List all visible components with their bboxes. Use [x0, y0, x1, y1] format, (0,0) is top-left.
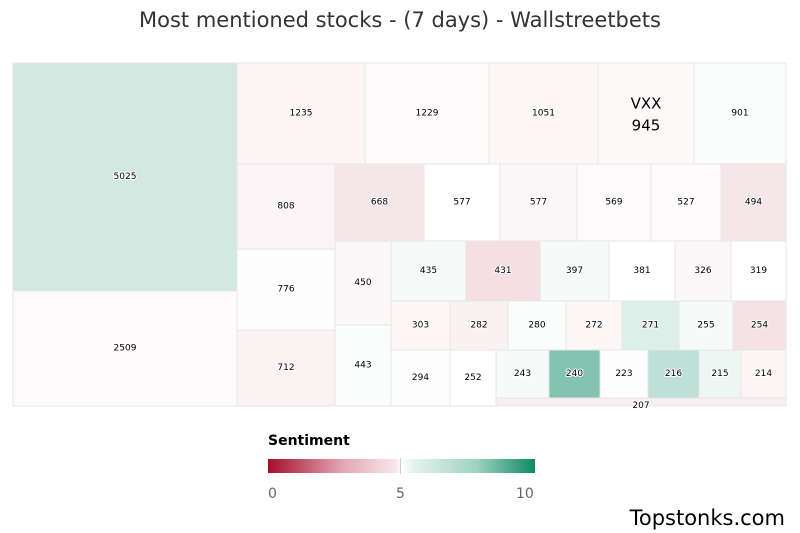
- legend-title: Sentiment: [268, 433, 350, 449]
- treemap-label-value-3: 1229: [416, 109, 439, 119]
- brand-watermark: Topstonks.com: [630, 506, 785, 530]
- treemap-label-value-39: 207: [632, 401, 649, 411]
- treemap-label-value-15: 450: [354, 278, 371, 288]
- legend-color-bar: [268, 459, 535, 473]
- treemap-label-value-33: 243: [514, 369, 531, 379]
- treemap-cell-5[interactable]: [598, 63, 694, 164]
- treemap-label-value-19: 381: [633, 266, 650, 276]
- treemap-label-value-16: 435: [420, 266, 437, 276]
- treemap-label-value-34: 240: [566, 369, 583, 379]
- legend-tick-0: 0: [268, 486, 277, 502]
- treemap-label-value-10: 577: [530, 198, 547, 208]
- treemap-label-value-30: 254: [751, 321, 768, 331]
- treemap-label-value-7: 808: [277, 202, 294, 212]
- treemap-label-value-0: 5025: [114, 172, 137, 182]
- legend-tick-10: 10: [516, 486, 534, 502]
- treemap-label-value-6: 901: [731, 109, 748, 119]
- treemap-label-value-29: 255: [697, 321, 714, 331]
- treemap-label-value-36: 216: [665, 369, 682, 379]
- treemap-label-value-37: 215: [711, 369, 728, 379]
- treemap-label-value-17: 431: [494, 266, 511, 276]
- treemap-label-value-22: 712: [277, 363, 294, 373]
- treemap-label-value-13: 494: [745, 198, 762, 208]
- treemap-label-value-9: 577: [453, 198, 470, 208]
- treemap-label-value-27: 272: [585, 321, 602, 331]
- treemap-label-value-11: 569: [605, 198, 622, 208]
- treemap-label-value-20: 326: [694, 266, 711, 276]
- treemap-label-value-2: 1235: [290, 109, 313, 119]
- treemap-label-value-12: 527: [677, 198, 694, 208]
- legend-midpoint-marker: [400, 458, 401, 474]
- treemap-label-value-28: 271: [642, 321, 659, 331]
- treemap-label-value-18: 397: [566, 266, 583, 276]
- treemap-label-value-4: 1051: [532, 109, 555, 119]
- treemap-label-value-23: 443: [354, 361, 371, 371]
- treemap-label-value-24: 303: [412, 321, 429, 331]
- treemap-label-ticker-5: VXX: [631, 95, 662, 113]
- treemap-label-value-1: 2509: [114, 344, 137, 354]
- treemap-label-value-38: 214: [755, 369, 772, 379]
- treemap-label-value-14: 776: [277, 285, 294, 295]
- treemap-label-value-32: 252: [464, 373, 481, 383]
- treemap-label-value-8: 668: [371, 198, 388, 208]
- treemap-label-value-5: 945: [632, 117, 661, 135]
- treemap-label-value-21: 319: [750, 266, 767, 276]
- treemap-label-value-25: 282: [470, 321, 487, 331]
- treemap-label-value-35: 223: [615, 369, 632, 379]
- legend-tick-5: 5: [396, 486, 405, 502]
- treemap-label-value-26: 280: [528, 321, 545, 331]
- treemap-label-value-31: 294: [412, 373, 429, 383]
